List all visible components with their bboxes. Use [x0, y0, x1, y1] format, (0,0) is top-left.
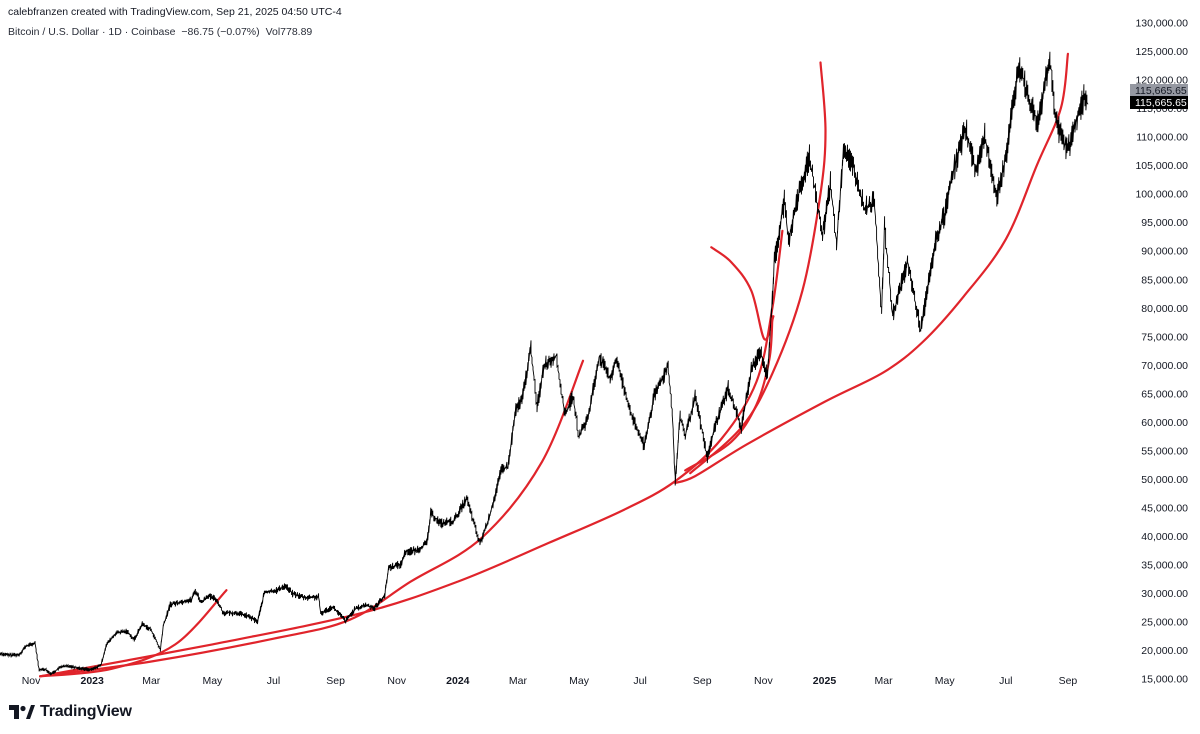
- arc-annotation-1[interactable]: [39, 589, 228, 678]
- x-tick-label: Sep: [1059, 675, 1078, 687]
- y-tick-label: 30,000.00: [1141, 588, 1188, 600]
- y-tick-label: 105,000.00: [1135, 160, 1188, 172]
- y-tick-label: 95,000.00: [1141, 217, 1188, 229]
- x-tick-label: May: [202, 675, 223, 687]
- x-tick-label: Jul: [267, 675, 280, 687]
- y-tick-label: 70,000.00: [1141, 360, 1188, 372]
- y-tick-label: 55,000.00: [1141, 445, 1188, 457]
- y-tick-label: 85,000.00: [1141, 274, 1188, 286]
- x-tick-label: Nov: [387, 675, 406, 687]
- y-tick-label: 120,000.00: [1135, 75, 1188, 87]
- symbol-legend[interactable]: Bitcoin / U.S. Dollar · 1D · Coinbase −8…: [8, 26, 315, 38]
- x-tick-label: Jul: [633, 675, 646, 687]
- last-price-tag-grey-text: 115,665.65: [1135, 85, 1187, 97]
- x-tick-label: Sep: [693, 675, 712, 687]
- y-tick-label: 65,000.00: [1141, 388, 1188, 400]
- y-tick-label: 100,000.00: [1135, 189, 1188, 201]
- y-tick-label: 60,000.00: [1141, 417, 1188, 429]
- x-tick-label: Mar: [142, 675, 161, 687]
- y-tick-label: 130,000.00: [1135, 18, 1188, 30]
- volume-value: Vol778.89: [265, 26, 313, 38]
- y-tick-label: 25,000.00: [1141, 617, 1188, 629]
- arc-annotation-2[interactable]: [39, 359, 585, 678]
- y-tick-label: 80,000.00: [1141, 303, 1188, 315]
- symbol-title: Bitcoin / U.S. Dollar · 1D · Coinbase: [8, 26, 176, 38]
- y-tick-label: 35,000.00: [1141, 559, 1188, 571]
- y-tick-label: 110,000.00: [1136, 132, 1188, 144]
- y-tick-label: 45,000.00: [1141, 502, 1188, 514]
- price-axis: 15,000.00 20,000.00 25,000.00 30,000.00 35,0…: [1135, 18, 1188, 686]
- y-tick-label: 50,000.00: [1141, 474, 1188, 486]
- tradingview-logo-icon: [9, 705, 35, 719]
- x-tick-label: May: [569, 675, 590, 687]
- x-tick-label: 2023: [80, 675, 104, 687]
- last-price-tag-black-text: 115,665.65: [1135, 97, 1187, 109]
- x-tick-label: 2024: [446, 675, 470, 687]
- price-change: −86.75 (−0.07%): [181, 26, 260, 38]
- y-tick-label: 15,000.00: [1141, 674, 1188, 686]
- y-tick-label: 40,000.00: [1141, 531, 1188, 543]
- tradingview-brand[interactable]: TradingView: [9, 703, 132, 721]
- price-series: [0, 51, 1089, 677]
- price-tags: 115,665.65 115,665.65: [1130, 84, 1188, 109]
- x-tick-label: Nov: [22, 675, 41, 687]
- brand-name: TradingView: [40, 703, 132, 720]
- last-price-tag-grey: [1130, 84, 1188, 96]
- arc-annotation-5[interactable]: [710, 246, 775, 341]
- y-tick-label: 75,000.00: [1141, 331, 1188, 343]
- x-tick-label: Jul: [999, 675, 1012, 687]
- arc-annotation-3[interactable]: [39, 229, 784, 678]
- price-line: [0, 51, 1089, 677]
- x-tick-label: Mar: [875, 675, 894, 687]
- last-price-tag-black: [1130, 96, 1188, 109]
- x-tick-label: Nov: [754, 675, 773, 687]
- chart-credit: calebfranzen created with TradingView.co…: [8, 6, 342, 18]
- arc-annotations: [39, 52, 1069, 678]
- x-tick-label: Mar: [509, 675, 528, 687]
- x-tick-label: May: [935, 675, 956, 687]
- arc-annotation-7[interactable]: [674, 52, 1069, 484]
- y-tick-label: 90,000.00: [1141, 246, 1188, 258]
- y-tick-label: 125,000.00: [1135, 46, 1188, 58]
- time-axis: Nov 2023 Mar May Jul Sep Nov 2024 Mar May Jul Sep No…: [22, 675, 1078, 687]
- y-tick-label: 20,000.00: [1141, 645, 1188, 657]
- x-tick-label: Sep: [326, 675, 345, 687]
- x-tick-label: 2025: [813, 675, 837, 687]
